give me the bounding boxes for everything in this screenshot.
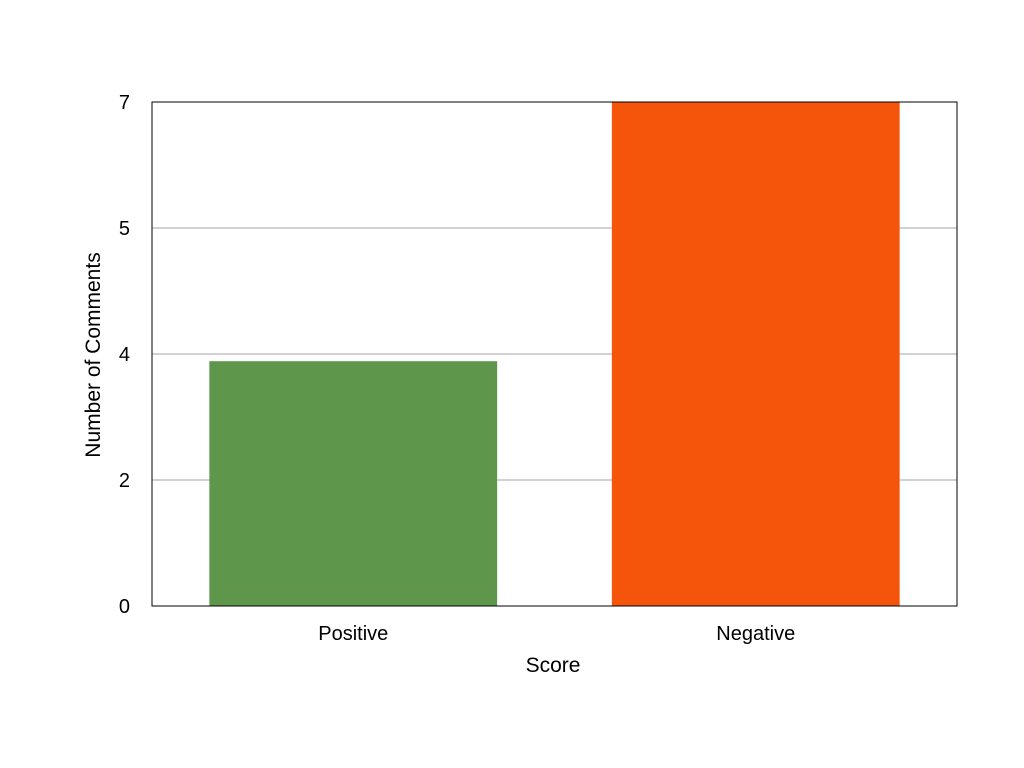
y-tick-label: 7 (119, 92, 130, 114)
y-axis-title: Number of Comments (82, 252, 105, 457)
x-axis-title: Score (526, 654, 581, 677)
y-tick-label: 4 (119, 344, 130, 366)
y-tick-labels: 0 2 4 5 7 (119, 92, 130, 618)
plot-frame (151, 101, 958, 607)
x-tick-label: Positive (318, 623, 388, 645)
x-tick-labels: Positive Negative (318, 623, 795, 645)
y-tick-label: 0 (119, 596, 130, 618)
x-tick-label: Negative (716, 623, 795, 645)
y-tick-label: 5 (119, 218, 130, 240)
y-tick-label: 2 (119, 470, 130, 492)
bars (209, 102, 900, 606)
bar-negative (611, 102, 900, 606)
bar-positive (209, 361, 498, 606)
